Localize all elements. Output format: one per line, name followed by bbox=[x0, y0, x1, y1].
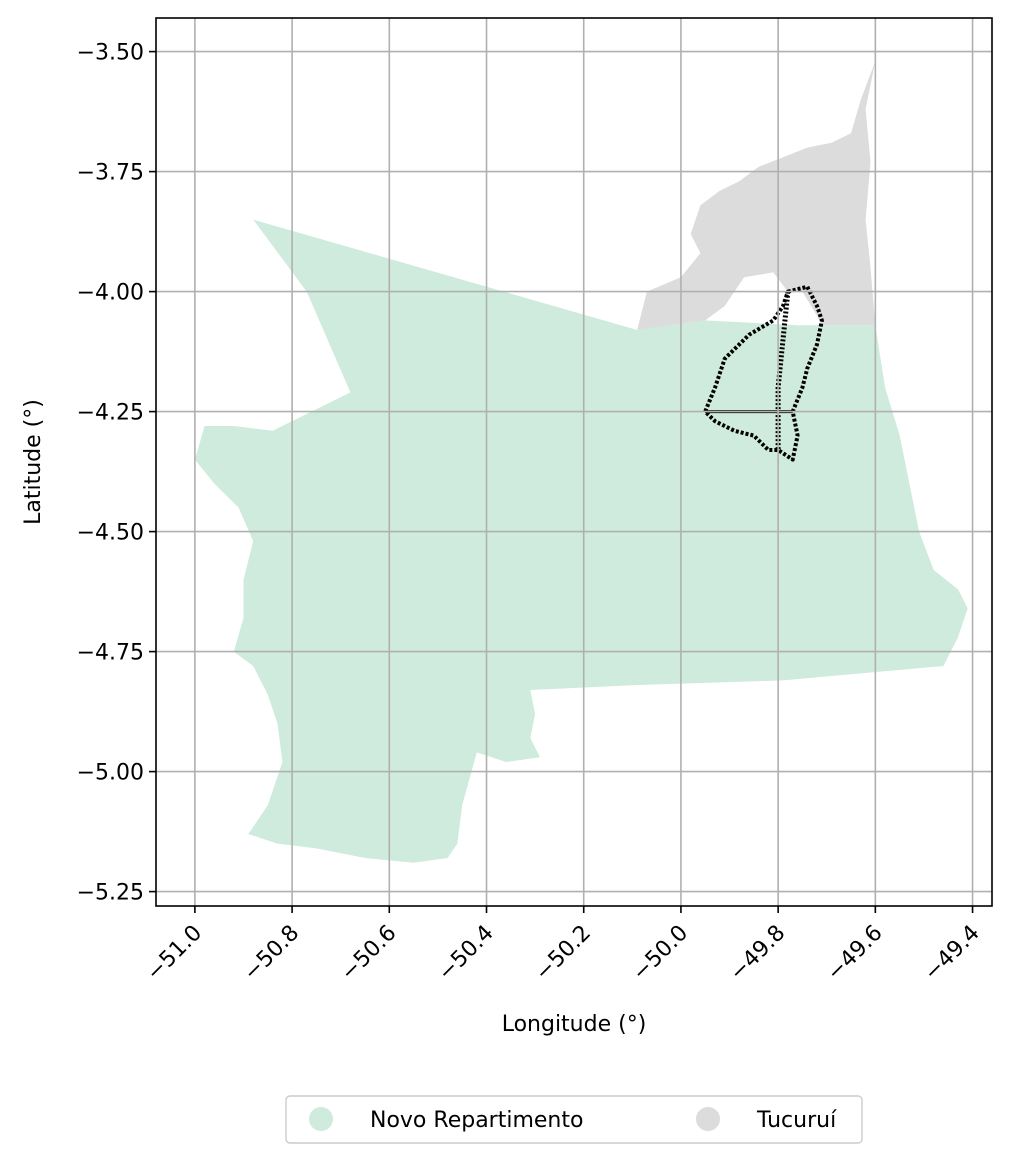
legend-label-tucurui: Tucuruí bbox=[756, 1108, 837, 1133]
legend-frame bbox=[285, 1095, 863, 1144]
y-tick-label: −4.75 bbox=[77, 641, 144, 666]
legend-label-novo-repartimento: Novo Repartimento bbox=[370, 1108, 583, 1133]
y-tick-label: −5.00 bbox=[77, 761, 144, 786]
map-regions bbox=[194, 61, 968, 863]
plot-frame bbox=[155, 17, 993, 907]
region-tucurui-part-2 bbox=[637, 147, 808, 330]
legend: Novo Repartimento Tucuruí bbox=[285, 1095, 863, 1144]
x-axis-label: Longitude (°) bbox=[502, 1012, 647, 1037]
x-axis-ticks: −51.0 −50.8 −50.6 −50.4 −50.2 −50.0 −49.8 −49.6… bbox=[142, 906, 985, 986]
x-tick-label: −50.2 bbox=[531, 921, 596, 986]
region-tucurui-1 bbox=[719, 61, 876, 326]
grid-lines bbox=[156, 18, 992, 906]
x-tick-label: −50.6 bbox=[336, 921, 401, 986]
region-novo-repartimento-0 bbox=[194, 219, 968, 863]
y-tick-label: −4.25 bbox=[77, 401, 144, 426]
y-axis-label: Latitude (°) bbox=[21, 399, 46, 525]
y-tick-label: −4.50 bbox=[77, 521, 144, 546]
x-tick-label: −49.8 bbox=[725, 921, 790, 986]
x-tick-label: −50.8 bbox=[239, 921, 304, 986]
y-axis-ticks: −3.50 −3.75 −4.00 −4.25 −4.50 −4.75 −5.00 −5.25 bbox=[77, 41, 156, 906]
x-tick-label: −49.6 bbox=[822, 921, 887, 986]
legend-marker-tucurui bbox=[696, 1107, 720, 1131]
legend-marker-novo-repartimento bbox=[309, 1107, 333, 1131]
y-tick-label: −5.25 bbox=[77, 881, 144, 906]
x-tick-label: −51.0 bbox=[142, 921, 207, 986]
y-tick-label: −4.00 bbox=[77, 281, 144, 306]
study-area-inner-boundary bbox=[775, 291, 791, 450]
y-tick-label: −3.75 bbox=[77, 161, 144, 186]
x-tick-label: −49.4 bbox=[919, 921, 984, 986]
x-tick-label: −50.0 bbox=[628, 921, 693, 986]
y-tick-label: −3.50 bbox=[77, 41, 144, 66]
x-tick-label: −50.4 bbox=[433, 921, 498, 986]
